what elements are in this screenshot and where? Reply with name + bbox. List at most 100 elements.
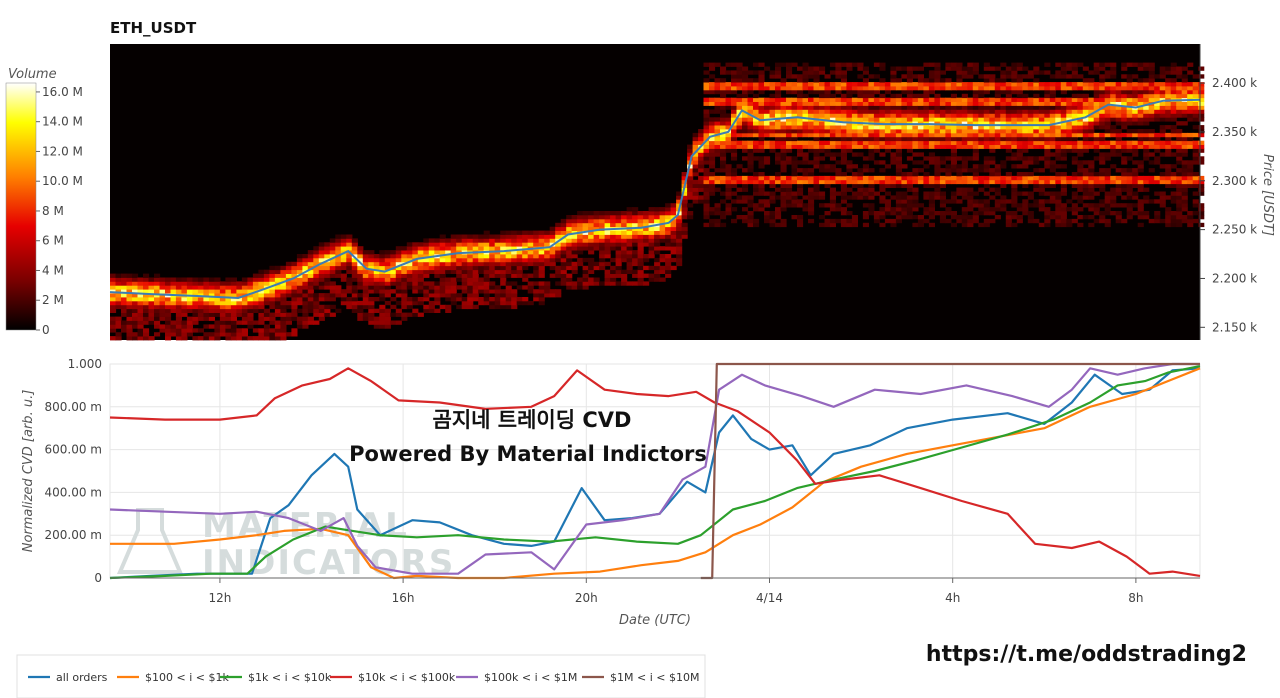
heatmap-cell (621, 222, 628, 228)
heatmap-cell (742, 113, 749, 118)
heatmap-cell (269, 269, 276, 274)
heatmap-cell (263, 336, 270, 341)
heatmap-cell (1093, 218, 1100, 224)
heatmap-cell (912, 207, 919, 212)
heatmap-cell (764, 101, 771, 106)
heatmap-cell (175, 336, 182, 341)
heatmap-cell (978, 136, 985, 142)
heatmap-cell (1181, 144, 1188, 149)
heatmap-cell (1170, 129, 1177, 134)
heatmap-cell (802, 140, 809, 145)
heatmap-cell (1005, 179, 1012, 185)
heatmap-cell (269, 336, 276, 341)
heatmap-cell (1049, 140, 1056, 145)
heatmap-cell (1066, 101, 1073, 106)
heatmap-cell (1165, 215, 1172, 220)
heatmap-cell (1148, 218, 1155, 224)
heatmap-cell (390, 261, 397, 267)
heatmap-cell (373, 257, 380, 263)
heatmap-cell (324, 246, 331, 251)
telegram-link[interactable]: https://t.me/oddstrading2 (926, 642, 1247, 667)
heatmap-cell (654, 257, 661, 263)
heatmap-cell (1143, 62, 1150, 67)
heatmap-cell (632, 254, 639, 259)
heatmap-cell (1126, 97, 1133, 102)
heatmap-cell (808, 89, 815, 95)
heatmap-cell (736, 109, 743, 114)
heatmap-cell (461, 238, 468, 243)
heatmap-cell (868, 109, 875, 114)
heatmap-cell (983, 97, 990, 102)
heatmap-cell (544, 257, 551, 263)
heatmap-cell (291, 328, 298, 333)
heatmap-cell (159, 297, 166, 302)
heatmap-cell (780, 152, 787, 157)
heatmap-cell (1066, 109, 1073, 114)
heatmap-cell (1176, 105, 1183, 110)
heatmap-cell (758, 187, 765, 192)
heatmap-cell (873, 113, 880, 118)
heatmap-cell (489, 238, 496, 243)
heatmap-cell (808, 207, 815, 212)
heatmap-cell (1005, 140, 1012, 145)
heatmap-cell (516, 300, 523, 306)
heatmap-cell (994, 207, 1001, 212)
heatmap-cell (802, 179, 809, 185)
heatmap-cell (500, 281, 507, 286)
heatmap-cell (357, 312, 364, 317)
heatmap-cell (857, 129, 864, 134)
heatmap-cell (846, 109, 853, 114)
heatmap-cell (154, 332, 161, 337)
heatmap-cell (511, 273, 518, 278)
heatmap-cell (533, 250, 540, 255)
heatmap-cell (1137, 113, 1144, 118)
heatmap-cell (280, 281, 287, 286)
heatmap-cell (225, 297, 232, 302)
heatmap-cell (159, 289, 166, 294)
heatmap-cell (956, 82, 963, 87)
heatmap-cell (873, 148, 880, 153)
heatmap-cell (868, 207, 875, 212)
heatmap-cell (945, 179, 952, 185)
heatmap-cell (1198, 132, 1205, 138)
heatmap-cell (456, 273, 463, 278)
heatmap-cell (395, 250, 402, 255)
heatmap-cell (1176, 140, 1183, 145)
heatmap-cell (604, 246, 611, 251)
heatmap-cell (1033, 93, 1040, 99)
heatmap-cell (230, 300, 237, 306)
heatmap-cell (1170, 62, 1177, 67)
heatmap-cell (972, 148, 979, 153)
heatmap-cell (599, 222, 606, 228)
heatmap-cell (786, 97, 793, 102)
heatmap-cell (1104, 203, 1111, 208)
heatmap-cell (1000, 175, 1007, 181)
heatmap-cell (1170, 70, 1177, 75)
heatmap-cell (868, 97, 875, 102)
heatmap-cell (824, 86, 831, 91)
heatmap-cell (494, 269, 501, 274)
heatmap-cell (676, 191, 683, 196)
heatmap-cell (456, 254, 463, 259)
heatmap-cell (192, 300, 199, 306)
heatmap-cell (1022, 203, 1029, 208)
heatmap-cell (780, 129, 787, 134)
heatmap-cell (1044, 183, 1051, 188)
heatmap-cell (791, 164, 798, 169)
heatmap-cell (736, 105, 743, 110)
heatmap-cell (1099, 172, 1106, 177)
heatmap-cell (588, 281, 595, 286)
heatmap-cell (1088, 101, 1095, 106)
heatmap-cell (862, 113, 869, 118)
heatmap-cell (346, 261, 353, 267)
heatmap-cell (1033, 86, 1040, 91)
heatmap-cell (302, 308, 309, 313)
heatmap-cell (560, 226, 567, 231)
heatmap-cell (560, 238, 567, 243)
heatmap-cell (472, 281, 479, 286)
heatmap-cell (593, 226, 600, 231)
heatmap-cell (939, 156, 946, 161)
heatmap-cell (219, 320, 226, 325)
heatmap-cell (714, 179, 721, 185)
heatmap-cell (302, 273, 309, 278)
